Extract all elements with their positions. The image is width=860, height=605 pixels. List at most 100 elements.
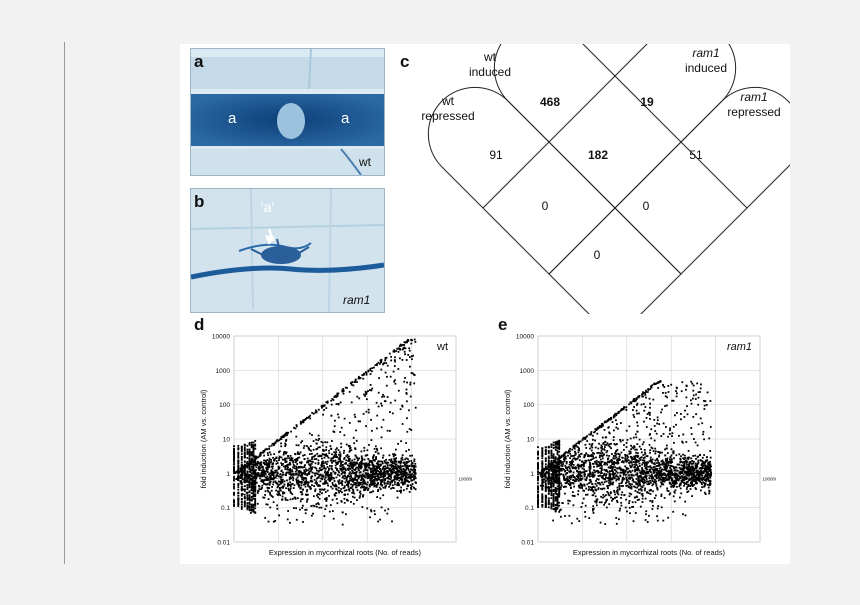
data-point (317, 485, 320, 487)
data-point (246, 497, 249, 500)
data-point (403, 461, 406, 464)
data-point (341, 390, 344, 393)
data-point (640, 456, 643, 459)
data-point (555, 490, 558, 492)
data-point (407, 476, 410, 479)
data-point (281, 480, 283, 482)
data-point (569, 478, 572, 481)
data-point (686, 486, 689, 488)
data-point (613, 460, 615, 463)
data-point (374, 479, 376, 482)
data-point (261, 479, 263, 481)
data-point (295, 458, 298, 460)
data-point (537, 495, 539, 498)
data-point (252, 484, 255, 487)
data-point (654, 452, 657, 455)
data-point (591, 458, 594, 460)
data-point (328, 495, 330, 497)
data-point (237, 478, 240, 481)
data-point (672, 465, 675, 468)
data-point (614, 493, 616, 496)
data-point (302, 421, 305, 424)
data-point (658, 474, 660, 477)
data-point (609, 466, 612, 469)
data-point (360, 467, 362, 470)
micrograph-a: a a wt (190, 48, 385, 176)
data-point (240, 455, 243, 458)
data-point (389, 411, 391, 413)
data-point (640, 493, 643, 496)
data-point (689, 460, 692, 463)
data-point (391, 484, 394, 487)
data-point (233, 448, 235, 451)
data-point (670, 483, 673, 486)
data-point (343, 486, 346, 489)
data-point (343, 477, 346, 480)
data-point (389, 375, 392, 378)
data-point (385, 467, 387, 470)
data-point (537, 452, 539, 454)
data-point (325, 407, 328, 409)
data-point (697, 479, 700, 482)
data-point (237, 477, 240, 480)
data-point (704, 483, 707, 486)
data-point (700, 459, 702, 462)
data-point (254, 472, 257, 475)
data-point (702, 478, 704, 480)
data-point (615, 474, 618, 477)
data-point (312, 412, 315, 415)
venn-count-wt-ind-rep: 0 (542, 199, 549, 213)
data-point (411, 473, 414, 475)
data-point (371, 476, 374, 479)
data-point (408, 428, 411, 430)
data-point (331, 465, 333, 467)
data-point (624, 470, 627, 472)
data-point (602, 454, 605, 457)
data-point (370, 389, 373, 392)
data-point (639, 459, 642, 461)
data-point (338, 458, 341, 461)
data-point (367, 408, 370, 411)
data-point (250, 486, 253, 489)
data-point (250, 441, 253, 444)
data-point (547, 478, 550, 480)
data-point (674, 489, 677, 492)
data-point (590, 445, 593, 448)
data-point (254, 495, 257, 497)
data-point (354, 463, 357, 466)
data-point (342, 452, 345, 454)
data-point (264, 449, 266, 452)
data-point (598, 501, 601, 504)
data-point (288, 469, 290, 471)
data-point (242, 467, 244, 470)
data-point (237, 454, 240, 457)
data-point (379, 488, 382, 491)
data-point (237, 499, 240, 502)
data-point (376, 427, 378, 430)
data-point (383, 460, 386, 462)
data-point (335, 476, 338, 479)
venn-line-4 (548, 141, 682, 275)
data-point (608, 473, 611, 476)
data-point (241, 493, 244, 496)
data-point (581, 467, 584, 470)
data-point (400, 440, 402, 443)
data-point (401, 423, 404, 425)
data-point (707, 486, 710, 489)
data-point (631, 458, 633, 461)
data-point (619, 471, 622, 474)
data-point (316, 452, 319, 455)
data-point (382, 454, 385, 457)
data-point (268, 462, 271, 464)
data-point (252, 450, 255, 452)
data-point (410, 465, 413, 468)
data-point (669, 460, 672, 463)
data-point (271, 478, 273, 480)
data-point (686, 468, 688, 470)
data-point (252, 510, 255, 513)
data-point (574, 476, 576, 479)
data-point (250, 466, 253, 468)
data-point (701, 466, 704, 469)
data-point (317, 470, 320, 473)
data-point (237, 472, 240, 475)
